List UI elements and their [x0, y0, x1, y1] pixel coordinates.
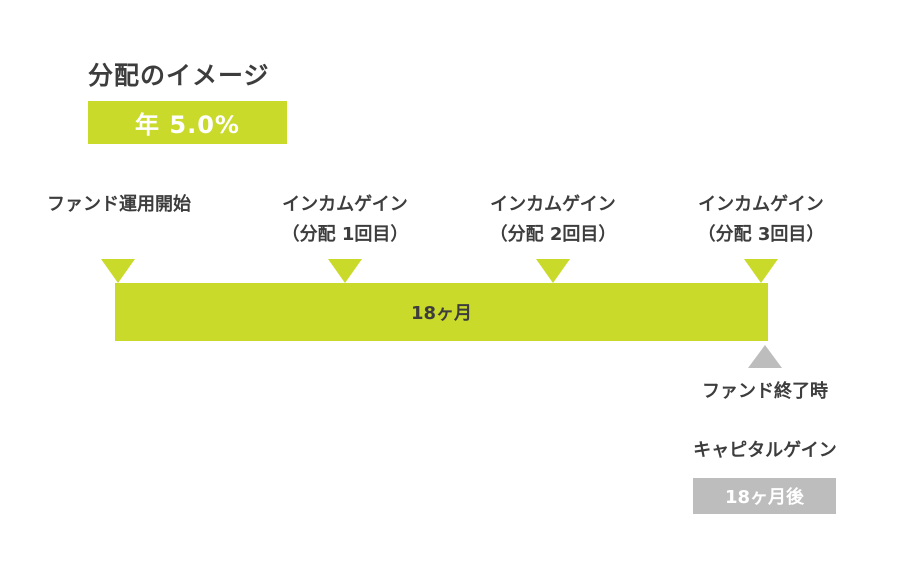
milestone-label-distribution-1: インカムゲイン （分配 1回目） [260, 190, 430, 250]
milestone-label-line1: インカムゲイン [490, 194, 616, 215]
milestone-label-start: ファンド運用開始 [30, 190, 208, 220]
milestone-label-distribution-2: インカムゲイン （分配 2回目） [468, 190, 638, 250]
capital-gain-timing-badge: 18ヶ月後 [693, 478, 836, 514]
milestone-label-distribution-3: インカムゲイン （分配 3回目） [676, 190, 846, 250]
diagram-title: 分配のイメージ [88, 61, 270, 90]
milestone-label-line1: ファンド運用開始 [47, 194, 191, 215]
milestone-label-line1: インカムゲイン [282, 194, 408, 215]
capital-gain-label: キャピタルゲイン [693, 440, 837, 461]
milestone-marker-start [101, 259, 135, 283]
milestone-label-line2: （分配 2回目） [489, 224, 617, 245]
rate-badge: 年 5.0% [88, 101, 287, 144]
end-label: ファンド終了時 [702, 381, 828, 402]
milestone-label-line2: （分配 1回目） [281, 224, 409, 245]
end-marker [748, 345, 782, 368]
milestone-marker-distribution-2 [536, 259, 570, 283]
timeline-bar: 18ヶ月 [115, 283, 768, 341]
milestone-marker-distribution-1 [328, 259, 362, 283]
milestone-marker-distribution-3 [744, 259, 778, 283]
milestone-label-line2: （分配 3回目） [697, 224, 825, 245]
milestone-label-line1: インカムゲイン [698, 194, 824, 215]
period-label: 18ヶ月 [410, 303, 473, 324]
